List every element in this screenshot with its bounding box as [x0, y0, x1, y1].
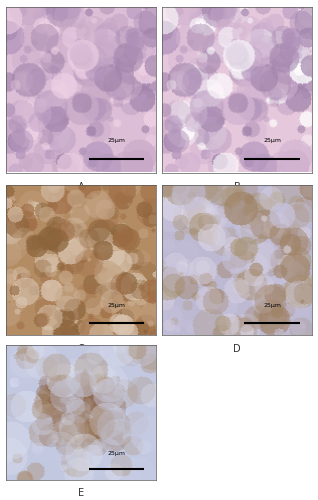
Text: 25μm: 25μm — [107, 450, 125, 456]
Text: E: E — [78, 488, 84, 498]
Text: C: C — [78, 344, 85, 354]
Text: 25μm: 25μm — [263, 303, 281, 308]
Text: B: B — [233, 182, 240, 192]
Text: A: A — [78, 182, 84, 192]
Text: 25μm: 25μm — [263, 138, 281, 143]
Text: D: D — [233, 344, 241, 354]
Text: 25μm: 25μm — [107, 303, 125, 308]
Text: 25μm: 25μm — [107, 138, 125, 143]
